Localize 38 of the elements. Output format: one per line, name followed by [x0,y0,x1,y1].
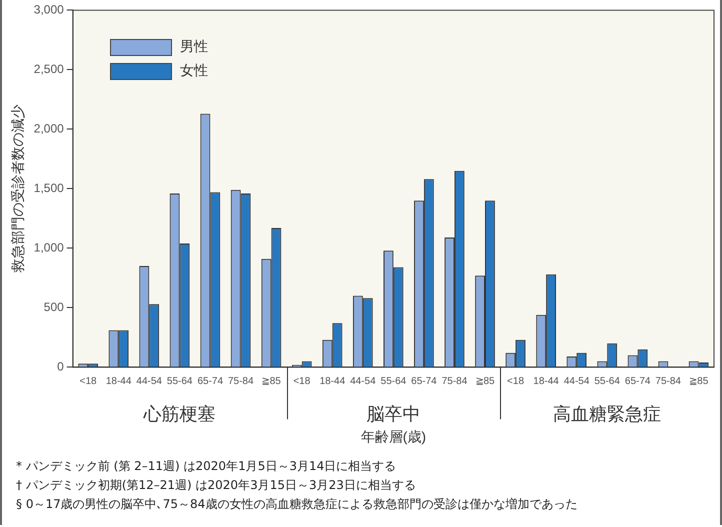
y-tick-label: 3,000 [34,2,64,17]
text: * パンデミック前 (第 2–11週) は2020年1月5日～3月14日に相当する [16,458,398,475]
text: 心筋梗塞 [142,404,216,425]
x-tick-label: 44-54 [350,376,376,387]
y-tick-label: 1,500 [34,181,64,196]
x-tick-label: <18 [293,376,311,387]
text: † パンデミック初期(第12–21週) は2020年3月15日～3月23日に相当する [16,477,417,494]
x-tick-label: 55-64 [166,376,193,387]
x-tick-label: 18-44 [533,376,560,387]
x-axis-title: 年齢層(歳) [360,428,426,444]
text: 脳卒中 [366,404,420,425]
y-tick-label: 2,500 [34,62,64,76]
x-tick-label: <18 [507,376,524,387]
x-tick-label: ≧85 [689,376,709,387]
x-tick-label: 65-74 [411,376,438,387]
x-tick-label: 75-84 [442,376,468,387]
y-tick-label: 1,000 [34,240,64,255]
x-tick-label: 65-74 [624,376,651,387]
x-tick-label: 55-64 [380,376,407,387]
x-tick-label: 44-54 [136,376,162,387]
text: 高血糖緊急症 [553,404,662,425]
x-tick-label: <18 [80,376,98,387]
y-tick-label: 2,000 [34,122,64,136]
x-tick-label: 75-84 [655,376,682,387]
text: § 0～17歳の男性の脳卒中､75～84歳の女性の高血糖救急症による救急部門の受診は僅かな増加であった [16,496,578,513]
y-tick-label: 500 [44,300,64,314]
y-axis-title: 救急部門の受診者数の減少 [9,104,26,274]
x-tick-label: 65-74 [197,376,224,387]
x-tick-label: ≧85 [475,376,496,387]
y-tick-label: 0 [57,360,64,374]
x-tick-label: 44-54 [564,376,590,387]
legend-label: 女性 [180,62,208,80]
x-tick-label: ≧85 [262,376,282,387]
x-tick-label: 18-44 [320,376,346,387]
legend-label: 男性 [180,38,208,56]
x-tick-label: 18-44 [106,376,132,387]
x-tick-label: 55-64 [594,376,620,387]
x-tick-label: 75-84 [228,376,254,387]
